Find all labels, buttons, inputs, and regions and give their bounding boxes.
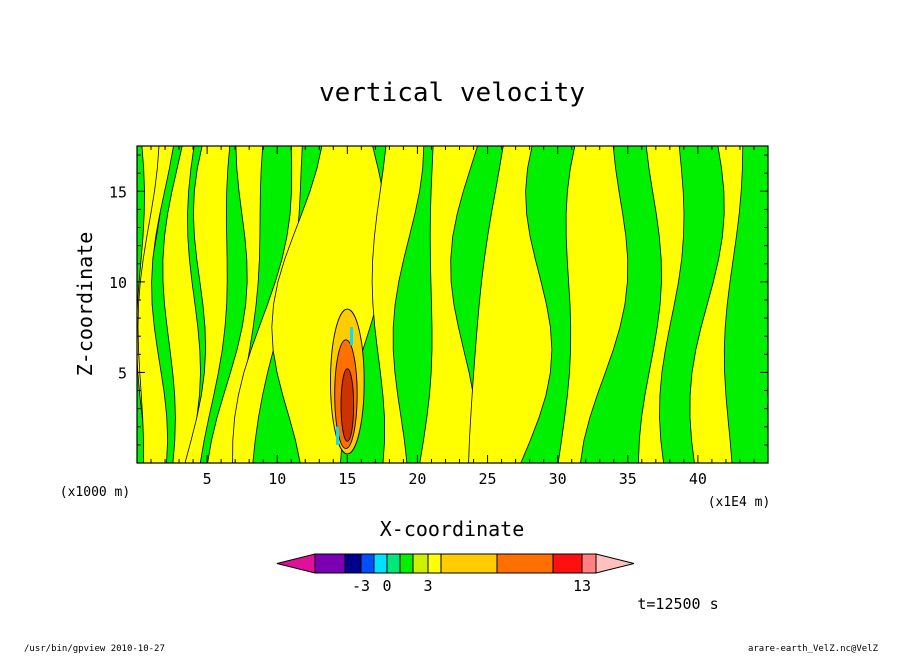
colorbar-segment: [399, 553, 414, 574]
plot-frame: [136, 145, 769, 464]
footer-right: arare-earth_VelZ.nc@VelZ: [748, 644, 879, 654]
y-unit-note: (x1000 m): [60, 485, 130, 500]
x-tick-label: 20: [408, 470, 426, 488]
y-tick-label: 5: [118, 364, 127, 382]
x-unit-note: (x1E4 m): [708, 495, 771, 510]
y-axis-label: Z-coordinate: [73, 232, 97, 377]
x-axis-ticks: 5 10 15 20 25 30 35 40: [150, 146, 769, 488]
positive-velocity-band-3: [162, 146, 201, 463]
colorbar-segment: [386, 553, 401, 574]
x-tick-label: 35: [619, 470, 637, 488]
colorbar-segment: [373, 553, 388, 574]
x-tick-label: 5: [203, 470, 212, 488]
positive-velocity-band-9: [419, 146, 478, 463]
colorbar-segment: [344, 553, 362, 574]
updraft-core-inner: [340, 368, 355, 442]
y-tick-label: 10: [109, 274, 127, 292]
footer-left: /usr/bin/gpview 2010-10-27: [24, 644, 165, 654]
colorbar-segment: [440, 553, 498, 574]
positive-velocity-band-5: [207, 146, 264, 463]
positive-velocity-band-2: [137, 146, 174, 463]
positive-velocity-band-13: [689, 146, 744, 463]
positive-velocity-band-10: [468, 146, 553, 463]
y-axis-ticks: 5 10 15: [109, 154, 768, 446]
x-tick-label: 15: [338, 470, 356, 488]
colorbar: [276, 553, 635, 574]
x-tick-label: 25: [479, 470, 497, 488]
colorbar-tick-label: 0: [382, 577, 391, 595]
positive-velocity-band-11: [557, 146, 629, 463]
colorbar-segment: [412, 553, 429, 574]
colorbar-tick-label: -3: [352, 577, 370, 595]
colorbar-segment: [360, 553, 375, 574]
colorbar-tick-label: 13: [573, 577, 591, 595]
colorbar-labels: -3 0 3 13: [352, 577, 591, 595]
x-axis-label: X-coordinate: [380, 517, 525, 541]
time-label: t=12500 s: [637, 595, 718, 613]
colorbar-segment: [581, 553, 597, 574]
chart-title: vertical velocity: [319, 78, 585, 108]
plot-area: [136, 145, 769, 464]
positive-velocity-band-4: [184, 146, 231, 463]
colorbar-extend-high: [595, 553, 635, 574]
x-tick-label: 10: [268, 470, 286, 488]
y-tick-label: 15: [109, 183, 127, 201]
positive-velocity-band-12: [637, 146, 685, 463]
positive-velocity-band-8: [371, 146, 425, 463]
colorbar-segment: [552, 553, 583, 574]
colorbar-segment: [496, 553, 554, 574]
colorbar-extend-low: [276, 553, 316, 574]
x-tick-label: 40: [689, 470, 707, 488]
colorbar-tick-label: 3: [423, 577, 432, 595]
colorbar-segment: [427, 553, 442, 574]
x-tick-label: 30: [549, 470, 567, 488]
colorbar-segment: [314, 553, 346, 574]
